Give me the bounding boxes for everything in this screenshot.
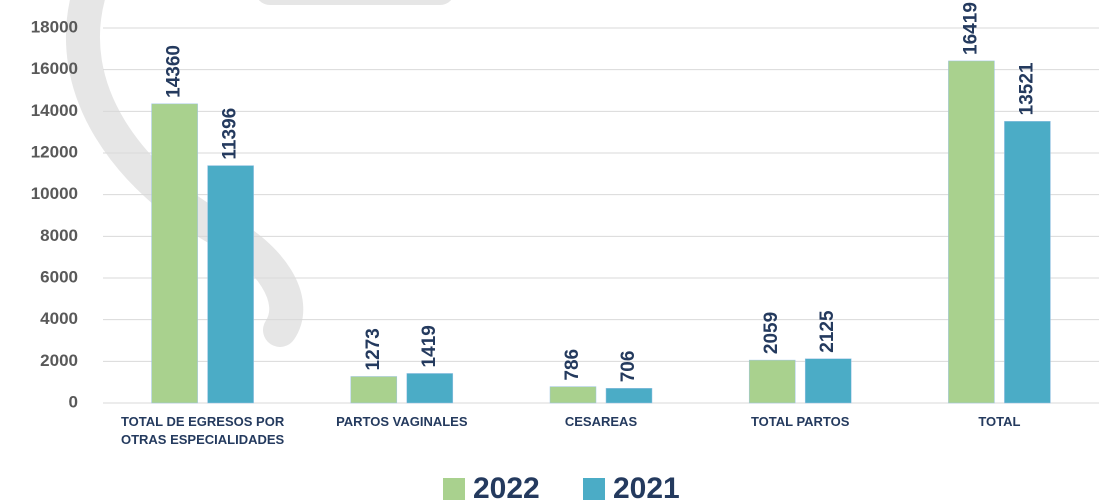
x-tick-label: PARTOS VAGINALES bbox=[336, 414, 468, 429]
y-tick-label: 0 bbox=[69, 392, 78, 411]
x-tick-label: TOTAL bbox=[978, 414, 1021, 429]
bar bbox=[605, 388, 653, 404]
legend-swatch bbox=[443, 478, 465, 500]
bar bbox=[748, 359, 796, 404]
data-label: 2125 bbox=[817, 310, 838, 353]
y-tick-label: 18000 bbox=[31, 17, 78, 36]
bar bbox=[804, 358, 852, 404]
watermark bbox=[65, 0, 304, 347]
data-label: 14360 bbox=[164, 45, 185, 98]
data-label: 1419 bbox=[419, 325, 440, 367]
bar bbox=[207, 165, 254, 404]
data-label: 13521 bbox=[1016, 62, 1037, 115]
data-label: 1273 bbox=[363, 328, 384, 370]
legend-label: 2022 bbox=[473, 472, 540, 502]
y-tick-label: 6000 bbox=[40, 267, 78, 286]
x-tick-label-box: TOTAL DE EGRESOS POR OTRAS ESPECIALIDADE… bbox=[120, 414, 285, 447]
bar bbox=[948, 60, 995, 404]
x-tick-label-box: PARTOS VAGINALES bbox=[336, 414, 468, 429]
x-tick-label: CESAREAS bbox=[564, 414, 638, 429]
y-tick-label: 4000 bbox=[40, 309, 78, 328]
y-tick-label: 8000 bbox=[40, 226, 78, 245]
y-tick-label: 16000 bbox=[31, 59, 78, 78]
x-tick-label: TOTAL DE EGRESOS POR OTRAS ESPECIALIDADE… bbox=[120, 414, 285, 447]
y-tick-label: 14000 bbox=[31, 101, 78, 120]
data-label: 786 bbox=[562, 349, 583, 381]
bar bbox=[549, 386, 597, 404]
x-tick-label-box: TOTAL PARTOS bbox=[750, 414, 850, 429]
x-tick-label: TOTAL PARTOS bbox=[750, 414, 850, 429]
y-tick-label: 2000 bbox=[40, 351, 78, 370]
bar bbox=[1004, 121, 1051, 404]
bar bbox=[151, 103, 198, 404]
y-tick-label: 12000 bbox=[31, 142, 78, 161]
x-tick-label-box: CESAREAS bbox=[564, 414, 638, 429]
data-label: 11396 bbox=[220, 108, 241, 160]
legend-swatch bbox=[583, 478, 605, 500]
bar bbox=[350, 376, 398, 404]
x-tick-label-box: TOTAL bbox=[978, 414, 1021, 429]
data-label: 16419 bbox=[960, 2, 981, 55]
data-label: 2059 bbox=[761, 312, 782, 354]
data-label: 706 bbox=[618, 351, 639, 383]
bar bbox=[406, 373, 454, 404]
y-tick-label: 10000 bbox=[31, 184, 78, 203]
legend-label: 2021 bbox=[613, 472, 680, 502]
